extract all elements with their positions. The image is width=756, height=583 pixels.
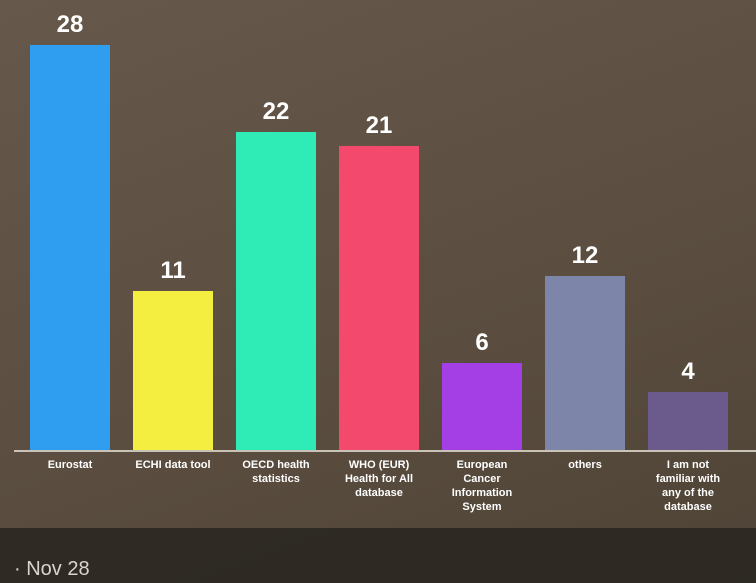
category-label: OECD health statistics xyxy=(234,458,318,486)
value-label: 28 xyxy=(30,11,110,39)
category-label: European Cancer Information System xyxy=(440,458,524,514)
screenshot: 28 Eurostat 11 ECHI data tool 22 OECD health … xyxy=(0,0,756,583)
value-label: 11 xyxy=(133,257,213,285)
bar xyxy=(133,291,213,450)
bar xyxy=(339,146,419,450)
value-label: 6 xyxy=(442,329,522,357)
post-date: · Nov 28 xyxy=(14,558,90,581)
value-label: 4 xyxy=(648,358,728,386)
bar xyxy=(545,276,625,450)
category-label: Eurostat xyxy=(28,458,112,472)
category-label: WHO (EUR) Health for All database xyxy=(337,458,421,500)
category-label: ECHI data tool xyxy=(131,458,215,472)
bar xyxy=(236,132,316,450)
footer-bar: · Nov 28 xyxy=(0,528,756,583)
bar xyxy=(30,45,110,450)
baseline xyxy=(14,450,756,452)
category-label: I am not familiar with any of the databa… xyxy=(646,458,730,514)
value-label: 21 xyxy=(339,112,419,140)
category-label: others xyxy=(543,458,627,472)
bar xyxy=(648,392,728,450)
value-label: 22 xyxy=(236,98,316,126)
value-label: 12 xyxy=(545,242,625,270)
bar xyxy=(442,363,522,450)
